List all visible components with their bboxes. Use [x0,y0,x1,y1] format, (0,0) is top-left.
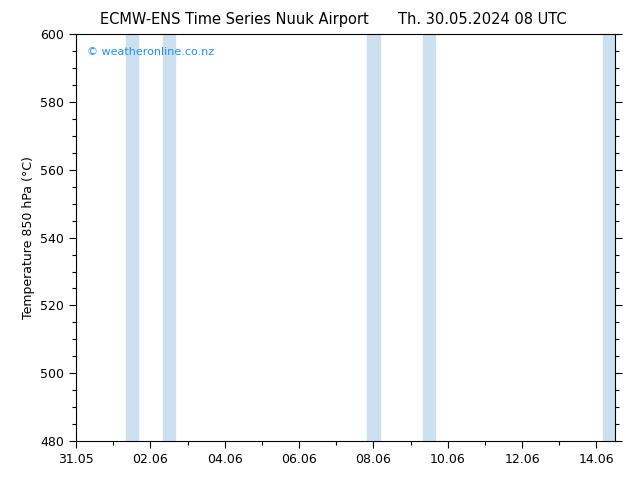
Text: Th. 30.05.2024 08 UTC: Th. 30.05.2024 08 UTC [398,12,566,27]
Bar [603,34,615,441]
Text: © weatheronline.co.nz: © weatheronline.co.nz [87,47,214,56]
Y-axis label: Temperature 850 hPa (°C): Temperature 850 hPa (°C) [22,156,35,319]
Text: ECMW-ENS Time Series Nuuk Airport: ECMW-ENS Time Series Nuuk Airport [100,12,369,27]
Bar [163,34,176,441]
Bar [367,34,380,441]
Bar [423,34,436,441]
Bar [126,34,138,441]
